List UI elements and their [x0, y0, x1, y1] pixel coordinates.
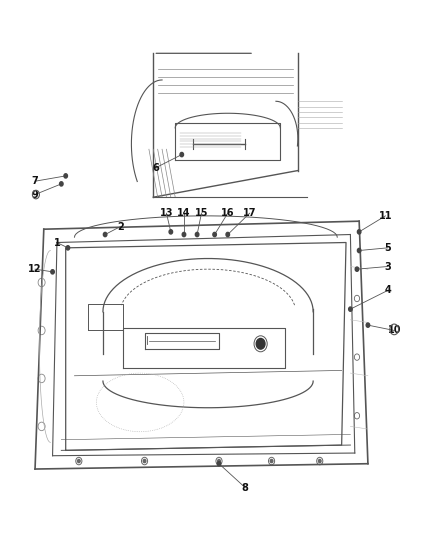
Circle shape	[270, 459, 273, 463]
Text: 9: 9	[32, 190, 39, 199]
Circle shape	[217, 462, 221, 466]
Circle shape	[182, 232, 186, 237]
Circle shape	[103, 232, 107, 237]
Circle shape	[64, 174, 67, 178]
Text: 10: 10	[388, 326, 401, 335]
Circle shape	[169, 230, 173, 234]
Circle shape	[226, 232, 230, 237]
Text: 4: 4	[384, 286, 391, 295]
Circle shape	[318, 459, 321, 463]
Text: 2: 2	[117, 222, 124, 231]
Text: 14: 14	[177, 208, 191, 218]
Circle shape	[66, 246, 70, 250]
Text: 8: 8	[242, 483, 249, 492]
Circle shape	[180, 152, 184, 157]
Circle shape	[349, 307, 352, 311]
Text: 15: 15	[195, 208, 208, 218]
Circle shape	[218, 459, 220, 463]
Text: 17: 17	[243, 208, 256, 218]
Text: 7: 7	[32, 176, 39, 186]
Text: 5: 5	[384, 243, 391, 253]
Circle shape	[357, 248, 361, 253]
Circle shape	[78, 459, 80, 463]
Circle shape	[355, 267, 359, 271]
Circle shape	[195, 232, 199, 237]
Text: 6: 6	[152, 163, 159, 173]
Text: 11: 11	[379, 211, 392, 221]
Text: 1: 1	[53, 238, 60, 247]
Circle shape	[357, 230, 361, 234]
Text: 3: 3	[384, 262, 391, 271]
Text: 16: 16	[221, 208, 234, 218]
Circle shape	[213, 232, 216, 237]
Circle shape	[60, 182, 63, 186]
Circle shape	[366, 323, 370, 327]
Text: 12: 12	[28, 264, 42, 274]
Circle shape	[256, 338, 265, 349]
Circle shape	[51, 270, 54, 274]
Circle shape	[143, 459, 146, 463]
Text: 13: 13	[160, 208, 173, 218]
